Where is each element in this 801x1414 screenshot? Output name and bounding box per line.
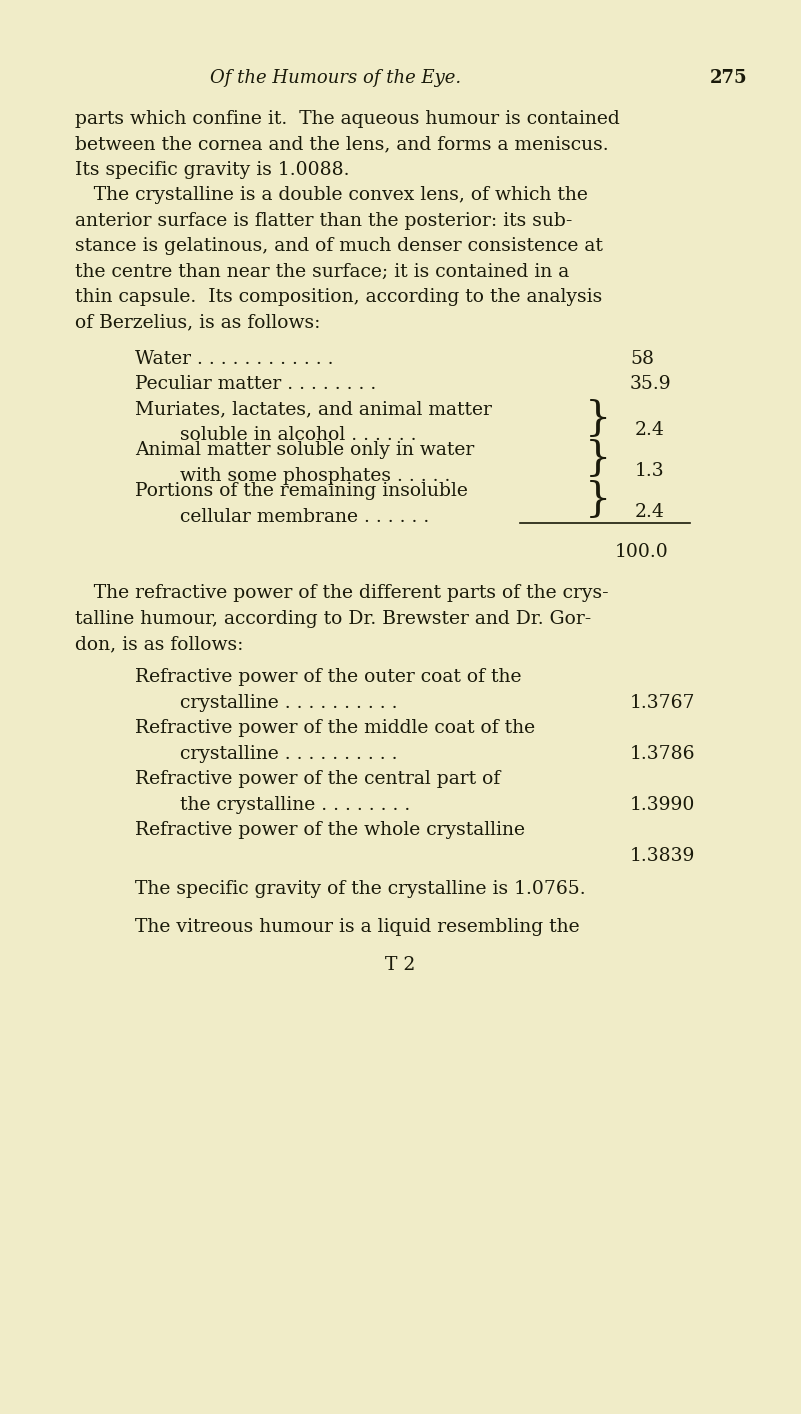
Text: 1.3767: 1.3767 <box>630 694 695 711</box>
Text: talline humour, according to Dr. Brewster and Dr. Gor-: talline humour, according to Dr. Brewste… <box>75 609 591 628</box>
Text: The vitreous humour is a liquid resembling the: The vitreous humour is a liquid resembli… <box>135 918 580 936</box>
Text: Refractive power of the central part of: Refractive power of the central part of <box>135 771 501 788</box>
Text: T 2: T 2 <box>385 956 416 974</box>
Text: Refractive power of the outer coat of the: Refractive power of the outer coat of th… <box>135 669 521 686</box>
Text: }: } <box>585 399 611 438</box>
Text: Peculiar matter . . . . . . . .: Peculiar matter . . . . . . . . <box>135 375 376 393</box>
Text: }: } <box>585 440 611 479</box>
Text: between the cornea and the lens, and forms a meniscus.: between the cornea and the lens, and for… <box>75 136 609 153</box>
Text: }: } <box>585 481 611 520</box>
Text: crystalline . . . . . . . . . .: crystalline . . . . . . . . . . <box>180 745 397 762</box>
Text: Muriates, lactates, and animal matter: Muriates, lactates, and animal matter <box>135 400 492 419</box>
Text: anterior surface is flatter than the posterior: its sub-: anterior surface is flatter than the pos… <box>75 212 573 230</box>
Text: cellular membrane . . . . . .: cellular membrane . . . . . . <box>180 508 429 526</box>
Text: the centre than near the surface; it is contained in a: the centre than near the surface; it is … <box>75 263 570 281</box>
Text: with some phosphates . . . . .: with some phosphates . . . . . <box>180 467 450 485</box>
Text: soluble in alcohol . . . . . .: soluble in alcohol . . . . . . <box>180 426 417 444</box>
Text: Its specific gravity is 1.0088.: Its specific gravity is 1.0088. <box>75 161 349 178</box>
Text: The crystalline is a double convex lens, of which the: The crystalline is a double convex lens,… <box>75 187 588 204</box>
Text: Animal matter soluble only in water: Animal matter soluble only in water <box>135 441 474 460</box>
Text: 2.4: 2.4 <box>635 503 665 520</box>
Text: thin capsule.  Its composition, according to the analysis: thin capsule. Its composition, according… <box>75 288 602 307</box>
Text: 35.9: 35.9 <box>630 375 671 393</box>
Text: of Berzelius, is as follows:: of Berzelius, is as follows: <box>75 314 320 332</box>
Text: stance is gelatinous, and of much denser consistence at: stance is gelatinous, and of much denser… <box>75 238 603 256</box>
Text: don, is as follows:: don, is as follows: <box>75 635 244 653</box>
Text: 1.3990: 1.3990 <box>630 796 695 813</box>
Text: The specific gravity of the crystalline is 1.0765.: The specific gravity of the crystalline … <box>135 880 586 898</box>
Text: Of the Humours of the Eye.: Of the Humours of the Eye. <box>210 69 461 88</box>
Text: 1.3: 1.3 <box>635 462 665 479</box>
Text: 275: 275 <box>710 69 747 88</box>
Text: the crystalline . . . . . . . .: the crystalline . . . . . . . . <box>180 796 410 813</box>
Text: Water . . . . . . . . . . . .: Water . . . . . . . . . . . . <box>135 349 333 368</box>
Text: Portions of the remaining insoluble: Portions of the remaining insoluble <box>135 482 468 501</box>
Text: 2.4: 2.4 <box>635 421 665 440</box>
Text: 58: 58 <box>630 349 654 368</box>
Text: 100.0: 100.0 <box>615 543 669 561</box>
Text: parts which confine it.  The aqueous humour is contained: parts which confine it. The aqueous humo… <box>75 110 620 127</box>
Text: crystalline . . . . . . . . . .: crystalline . . . . . . . . . . <box>180 694 397 711</box>
Text: The refractive power of the different parts of the crys-: The refractive power of the different pa… <box>75 584 609 602</box>
Text: Refractive power of the whole crystalline: Refractive power of the whole crystallin… <box>135 822 525 840</box>
Text: Refractive power of the middle coat of the: Refractive power of the middle coat of t… <box>135 720 535 737</box>
Text: 1.3786: 1.3786 <box>630 745 695 762</box>
Text: 1.3839: 1.3839 <box>630 847 695 865</box>
